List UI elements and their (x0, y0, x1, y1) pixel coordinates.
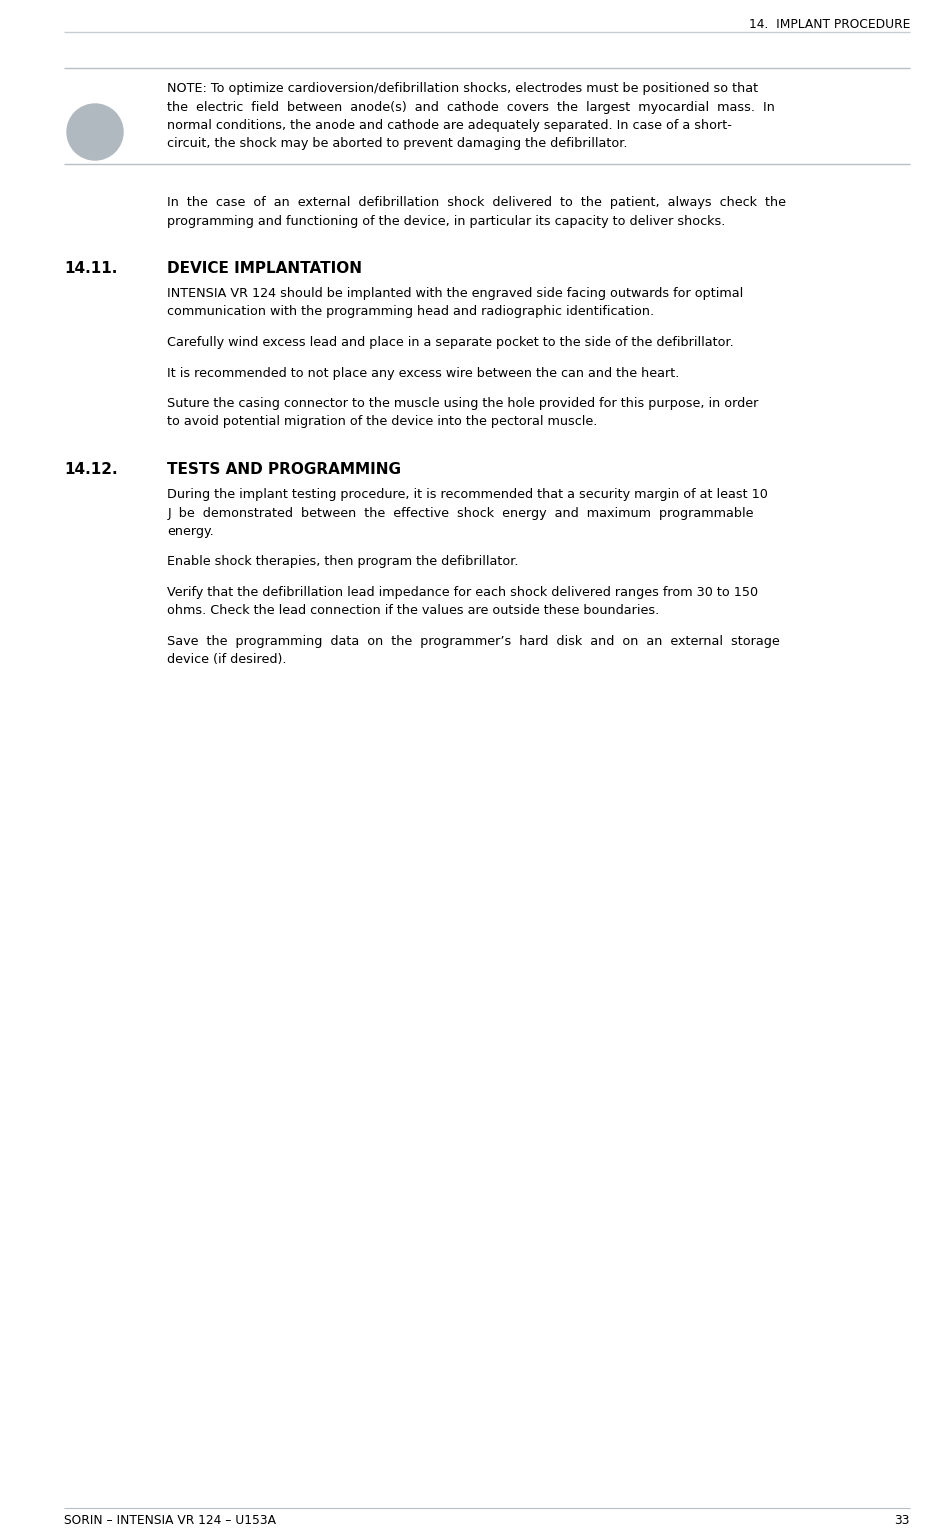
Text: J  be  demonstrated  between  the  effective  shock  energy  and  maximum  progr: J be demonstrated between the effective … (167, 506, 754, 520)
Text: During the implant testing procedure, it is recommended that a security margin o: During the implant testing procedure, it… (167, 487, 768, 501)
Circle shape (67, 104, 123, 159)
Text: It is recommended to not place any excess wire between the can and the heart.: It is recommended to not place any exces… (167, 366, 680, 380)
Text: normal conditions, the anode and cathode are adequately separated. In case of a : normal conditions, the anode and cathode… (167, 120, 732, 132)
Text: i: i (92, 141, 98, 159)
Text: 14.  IMPLANT PROCEDURE: 14. IMPLANT PROCEDURE (748, 18, 910, 31)
Text: NOTE: To optimize cardioversion/defibrillation shocks, electrodes must be positi: NOTE: To optimize cardioversion/defibril… (167, 81, 759, 95)
Text: DEVICE IMPLANTATION: DEVICE IMPLANTATION (167, 261, 362, 276)
Text: 33: 33 (895, 1515, 910, 1527)
Text: In  the  case  of  an  external  defibrillation  shock  delivered  to  the  pati: In the case of an external defibrillatio… (167, 196, 787, 208)
Text: circuit, the shock may be aborted to prevent damaging the defibrillator.: circuit, the shock may be aborted to pre… (167, 138, 628, 150)
Text: Suture the casing connector to the muscle using the hole provided for this purpo: Suture the casing connector to the muscl… (167, 397, 759, 409)
Text: INTENSIA VR 124 should be implanted with the engraved side facing outwards for o: INTENSIA VR 124 should be implanted with… (167, 287, 744, 300)
Text: TESTS AND PROGRAMMING: TESTS AND PROGRAMMING (167, 461, 401, 477)
Text: Carefully wind excess lead and place in a separate pocket to the side of the def: Carefully wind excess lead and place in … (167, 336, 734, 350)
Text: communication with the programming head and radiographic identification.: communication with the programming head … (167, 305, 654, 319)
Text: the  electric  field  between  anode(s)  and  cathode  covers  the  largest  myo: the electric field between anode(s) and … (167, 101, 776, 113)
Text: energy.: energy. (167, 524, 214, 538)
Text: Save  the  programming  data  on  the  programmer’s  hard  disk  and  on  an  ex: Save the programming data on the program… (167, 635, 780, 648)
Text: ohms. Check the lead connection if the values are outside these boundaries.: ohms. Check the lead connection if the v… (167, 604, 660, 618)
Text: 14.11.: 14.11. (64, 261, 118, 276)
Text: Enable shock therapies, then program the defibrillator.: Enable shock therapies, then program the… (167, 555, 519, 569)
Text: Verify that the defibrillation lead impedance for each shock delivered ranges fr: Verify that the defibrillation lead impe… (167, 586, 759, 599)
Text: device (if desired).: device (if desired). (167, 653, 287, 667)
Text: 14.12.: 14.12. (64, 461, 118, 477)
Text: to avoid potential migration of the device into the pectoral muscle.: to avoid potential migration of the devi… (167, 415, 598, 429)
Text: SORIN – INTENSIA VR 124 – U153A: SORIN – INTENSIA VR 124 – U153A (64, 1515, 276, 1527)
Text: programming and functioning of the device, in particular its capacity to deliver: programming and functioning of the devic… (167, 215, 726, 227)
